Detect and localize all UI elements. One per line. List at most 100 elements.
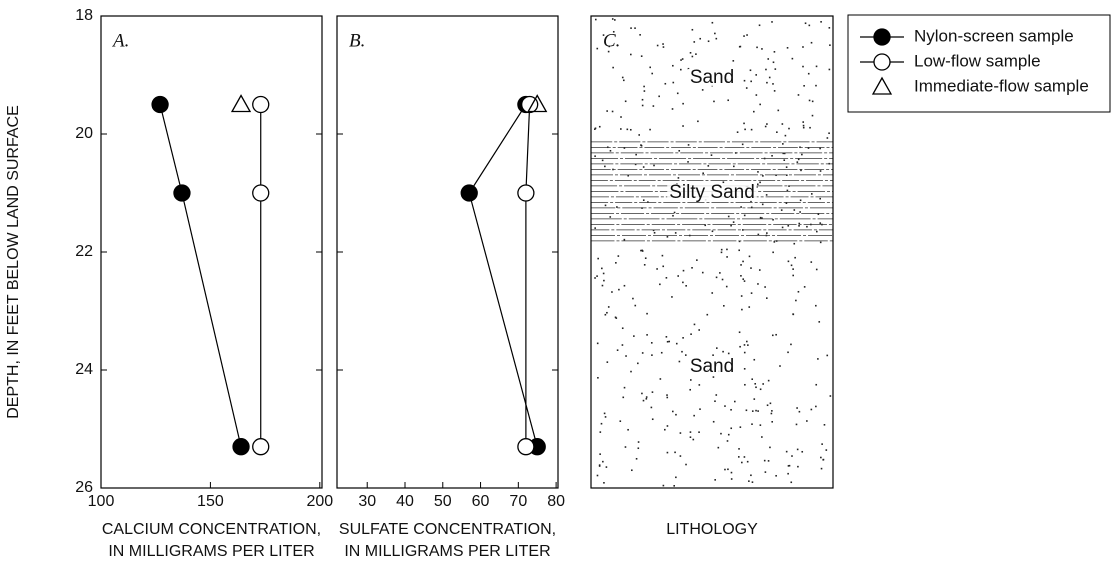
sand-dot [750,128,753,131]
sand-dot [785,202,788,204]
sand-dot [612,66,614,69]
sand-dot [772,251,774,254]
sand-dot [787,465,790,467]
sand-dot [689,379,692,381]
sand-dot [710,154,713,156]
sand-dot [802,46,804,48]
layer-label: Silty Sand [669,182,755,203]
sand-dot [721,278,724,281]
sand-dot [656,44,659,47]
sand-dot [630,370,632,373]
sand-dot [767,460,770,462]
sand-dot [753,398,756,400]
sand-dot [666,394,668,396]
y-tick-label: 26 [75,479,93,496]
sand-dot [603,482,605,484]
sand-dot [695,53,697,55]
sand-dot [756,186,758,188]
sand-dot [815,383,818,386]
sand-dot [808,99,811,102]
sand-dot [684,354,687,356]
sand-dot [737,456,740,458]
sand-dot [616,206,618,208]
sand-dot [691,28,694,31]
sand-dot [689,436,692,438]
sand-dot [682,281,684,284]
sand-dot [665,277,668,279]
sand-dot [692,438,695,441]
sand-dot [615,317,618,319]
sand-dot [682,102,684,105]
sand-dot [653,231,656,234]
sand-dot [674,451,676,454]
sand-dot [821,443,823,445]
sand-dot [633,335,635,337]
x-axis-label: IN MILLIGRAMS PER LITER [108,543,314,560]
sand-dot [753,110,755,113]
sand-dot [597,376,599,379]
sand-dot [766,404,769,407]
sand-dot [711,21,714,24]
sand-dot [634,163,637,166]
sand-dot [795,299,797,302]
x-tick-label: 150 [197,493,224,510]
sand-dot [691,55,694,58]
sand-dot [818,321,821,323]
layer-label: Sand [690,356,734,377]
sand-dot [596,342,599,345]
y-tick-label: 22 [75,243,93,260]
sand-dot [603,279,605,282]
sand-dot [797,290,800,293]
sand-dot [781,226,784,229]
sand-dot [598,125,601,128]
sand-dot [711,292,714,294]
sand-dot [601,284,604,287]
sand-dot [594,227,596,229]
legend-label: Nylon-screen sample [914,26,1074,45]
sand-dot [599,431,602,433]
sand-dot [783,159,786,161]
sand-dot [645,396,648,398]
sand-dot [803,84,805,87]
sand-dot [666,236,669,238]
sand-dot [626,128,629,131]
sand-dot [699,37,702,40]
sand-dot [642,166,645,168]
sand-dot [606,311,608,314]
sand-dot [650,342,653,344]
sand-dot [746,34,748,36]
sand-dot [757,171,759,173]
sand-dot [675,342,678,345]
sand-dot [687,161,689,163]
sand-dot [761,436,763,438]
sand-dot [815,65,818,68]
sand-dot [611,110,614,113]
sand-dot [609,149,612,152]
sand-dot [732,221,735,223]
sand-dot [623,284,626,287]
sand-dot [797,94,800,96]
sand-dot [679,455,682,457]
sand-dot [662,43,664,45]
marker [252,95,270,114]
sand-dot [734,400,736,403]
sand-dot [799,211,801,213]
y-tick-label: 20 [75,125,93,142]
label-backdrop [687,358,737,376]
sand-dot [754,382,757,385]
sand-dot [678,149,681,152]
sand-dot [666,451,669,454]
sand-dot [678,360,681,363]
sand-dot [771,420,773,423]
legend-label: Immediate-flow sample [914,76,1089,95]
x-axis-label: LITHOLOGY [666,521,758,538]
sand-dot [788,185,790,187]
sand-dot [755,386,757,389]
sand-dot [659,283,661,286]
sand-dot [801,153,803,156]
sand-dot [744,128,746,131]
sand-dot [640,144,642,146]
sand-dot [652,105,655,107]
sand-dot [746,340,748,343]
